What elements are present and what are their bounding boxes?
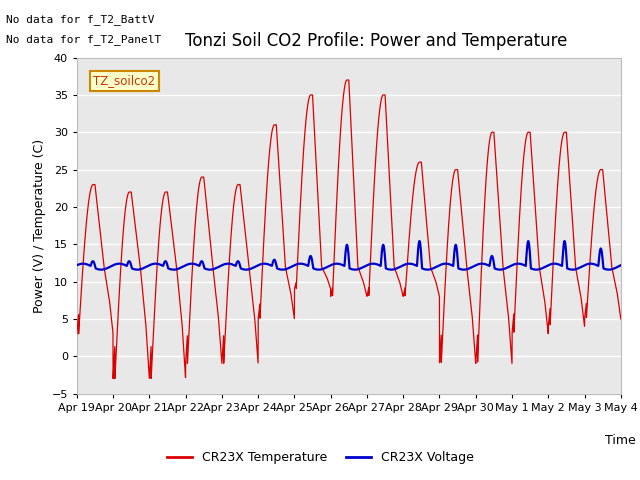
Text: No data for f_T2_BattV: No data for f_T2_BattV (6, 14, 155, 25)
Legend: CR23X Temperature, CR23X Voltage: CR23X Temperature, CR23X Voltage (161, 446, 479, 469)
Text: No data for f_T2_PanelT: No data for f_T2_PanelT (6, 34, 162, 45)
Text: TZ_soilco2: TZ_soilco2 (93, 74, 156, 87)
X-axis label: Time: Time (605, 434, 636, 447)
Title: Tonzi Soil CO2 Profile: Power and Temperature: Tonzi Soil CO2 Profile: Power and Temper… (185, 33, 567, 50)
Y-axis label: Power (V) / Temperature (C): Power (V) / Temperature (C) (33, 139, 46, 312)
